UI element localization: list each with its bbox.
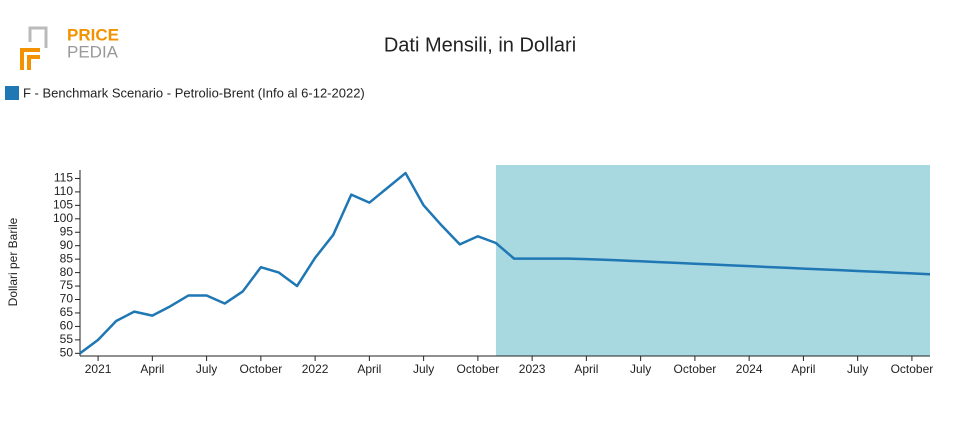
logo-mark (28, 26, 48, 48)
x-tick-label: April (140, 362, 164, 376)
x-tick-label: July (847, 362, 868, 376)
y-axis-label: Dollari per Barile (6, 217, 20, 306)
x-tick-label: July (196, 362, 217, 376)
x-tick-label: July (413, 362, 434, 376)
y-tick-label: 60 (60, 319, 74, 333)
y-tick-label: 80 (60, 265, 74, 279)
logo-mark (20, 48, 40, 70)
y-tick-label: 105 (53, 198, 73, 212)
chart-title: Dati Mensili, in Dollari (384, 34, 576, 56)
legend-label[interactable]: F - Benchmark Scenario - Petrolio-Brent … (23, 85, 365, 100)
forecast-band (495, 165, 930, 356)
y-tick-label: 55 (60, 332, 74, 346)
y-tick-label: 100 (53, 211, 73, 225)
x-tick-label: April (357, 362, 381, 376)
y-tick-label: 115 (54, 171, 73, 185)
y-tick-label: 50 (60, 345, 74, 359)
x-tick-label: 2022 (302, 362, 329, 376)
x-tick-label: 2023 (519, 362, 546, 376)
x-tick-label: October (240, 362, 283, 376)
logo: PRICE PEDIA (20, 25, 119, 70)
x-tick-label: October (674, 362, 717, 376)
x-tick-label: April (791, 362, 815, 376)
data-line (79, 171, 931, 355)
x-tick-label: 2021 (85, 362, 112, 376)
y-tick-label: 110 (54, 184, 73, 198)
y-tick-label: 95 (60, 224, 74, 238)
x-tick-label: 2024 (736, 362, 763, 376)
y-tick-label: 75 (60, 278, 74, 292)
logo-text: PEDIA (67, 42, 119, 61)
x-tick-label: October (891, 362, 934, 376)
y-tick-label: 90 (60, 238, 74, 252)
legend-swatch[interactable] (5, 86, 19, 100)
x-tick-label: July (630, 362, 651, 376)
x-tick-label: April (574, 362, 598, 376)
y-tick-label: 70 (60, 292, 74, 306)
logo-text: PRICE (67, 25, 119, 44)
y-tick-label: 85 (60, 251, 74, 265)
x-tick-label: October (457, 362, 500, 376)
y-tick-label: 65 (60, 305, 74, 319)
